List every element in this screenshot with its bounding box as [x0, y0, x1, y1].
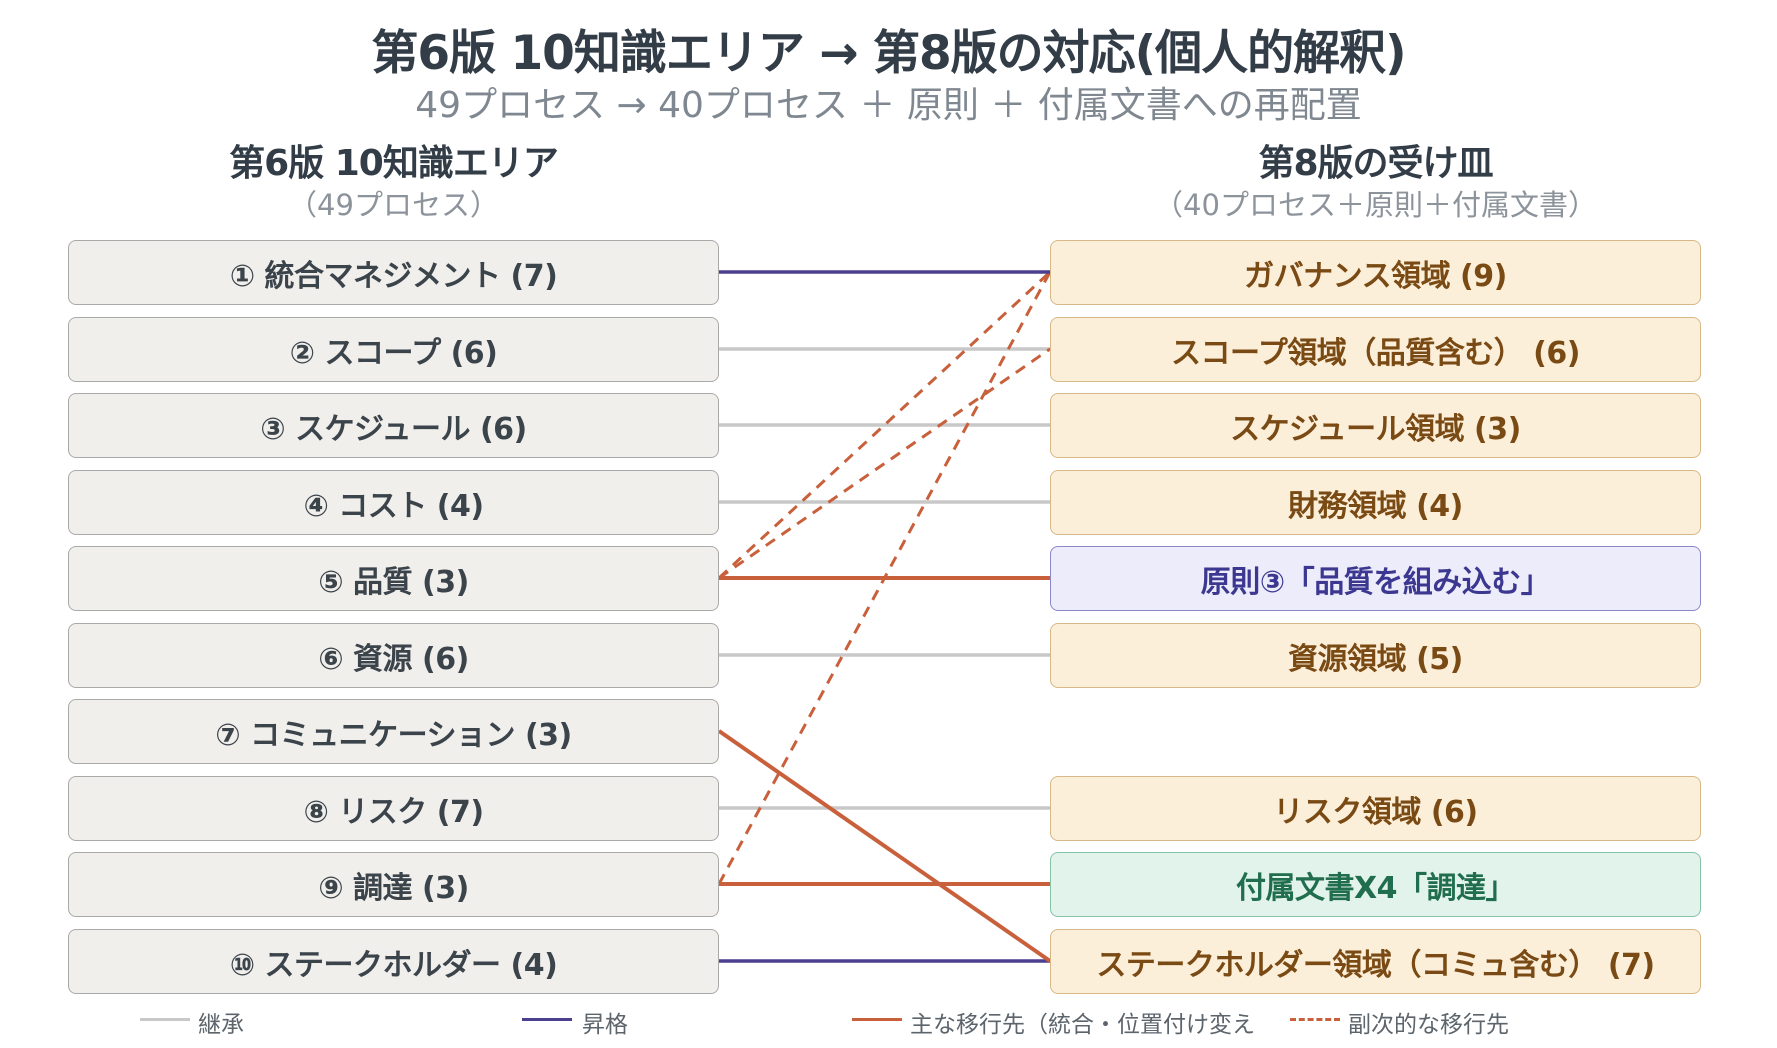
right-item-procurement-annex: 付属文書X4「調達」: [1050, 852, 1701, 917]
right-item-scope-domain: スコープ領域（品質含む） (6): [1050, 317, 1701, 382]
left-item-communication: ⑦ コミュニケーション (3): [68, 699, 719, 764]
legend-promotion-swatch: [522, 1018, 572, 1021]
right-item-risk-domain: リスク領域 (6): [1050, 776, 1701, 841]
connector-primary: [717, 729, 1052, 963]
legend-secondary-label: 副次的な移行先: [1348, 1012, 1509, 1038]
right-column-heading: 第8版の受け皿: [1258, 143, 1493, 184]
left-column-subheading: （49プロセス）: [288, 188, 499, 222]
left-item-schedule: ③ スケジュール (6): [68, 393, 719, 458]
legend-primary-label: 主な移行先（統合・位置付け変え: [910, 1012, 1255, 1038]
left-item-risk: ⑧ リスク (7): [68, 776, 719, 841]
connector-secondary: [718, 347, 1051, 580]
diagram-title: 第6版 10知識エリア → 第8版の対応(個人的解釈): [371, 26, 1406, 81]
left-item-quality: ⑤ 品質 (3): [68, 546, 719, 611]
left-item-stakeholder: ⑩ ステークホルダー (4): [68, 929, 719, 994]
right-item-finance-domain: 財務領域 (4): [1050, 470, 1701, 535]
left-item-integration: ① 統合マネジメント (7): [68, 240, 719, 305]
legend-primary-swatch: [852, 1018, 902, 1021]
legend-secondary-swatch: [1290, 1018, 1340, 1021]
left-item-resource: ⑥ 資源 (6): [68, 623, 719, 688]
diagram-subtitle: 49プロセス → 40プロセス ＋ 原則 ＋ 付属文書への再配置: [415, 85, 1362, 126]
left-item-scope: ② スコープ (6): [68, 317, 719, 382]
right-item-governance-domain: ガバナンス領域 (9): [1050, 240, 1701, 305]
left-column-heading: 第6版 10知識エリア: [229, 143, 559, 184]
right-item-schedule-domain: スケジュール領域 (3): [1050, 393, 1701, 458]
right-item-stakeholder-domain: ステークホルダー領域（コミュ含む） (7): [1050, 929, 1701, 994]
left-item-procurement: ⑨ 調達 (3): [68, 852, 719, 917]
legend-inherit-swatch: [140, 1018, 190, 1021]
right-column-subheading: （40プロセス＋原則＋付属文書）: [1154, 188, 1597, 222]
left-item-cost: ④ コスト (4): [68, 470, 719, 535]
right-item-quality-principle: 原則③「品質を組み込む」: [1050, 546, 1701, 611]
legend-promotion-label: 昇格: [582, 1012, 628, 1038]
right-item-resource-domain: 資源領域 (5): [1050, 623, 1701, 688]
legend-inherit-label: 継承: [198, 1012, 244, 1038]
